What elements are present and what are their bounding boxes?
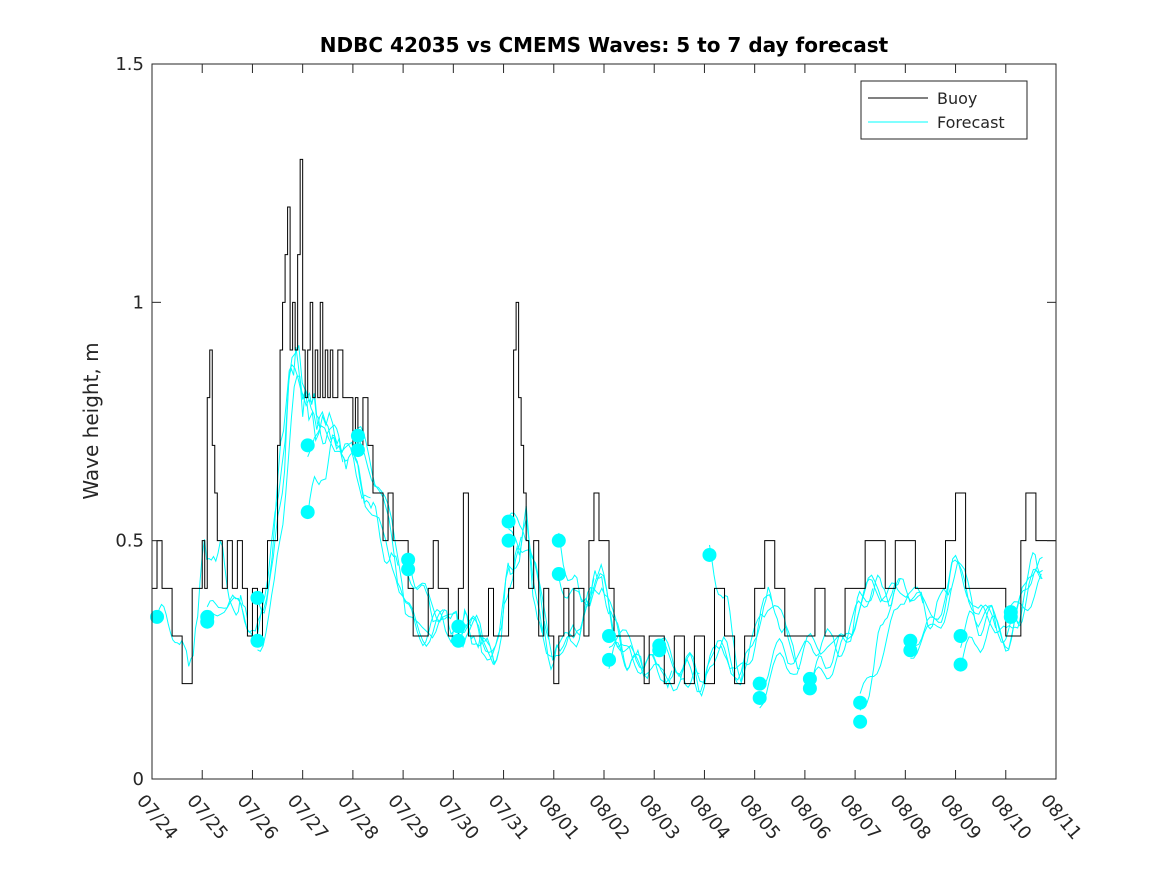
- plot-area: [152, 64, 1056, 779]
- buoy-series: [152, 158, 1056, 685]
- buoy-line: [152, 158, 1056, 685]
- forecast-line: [257, 347, 349, 614]
- forecast-initial-point: [903, 643, 918, 658]
- y-axis-label: Wave height, m: [79, 342, 103, 499]
- forecast-line: [759, 574, 896, 709]
- forecast-initial-point: [350, 428, 365, 443]
- forecast-initial-point: [150, 609, 165, 624]
- y-tick-label: 0.5: [115, 531, 144, 552]
- forecast-initial-points: [150, 428, 1018, 729]
- forecast-initial-point: [853, 695, 868, 710]
- forecast-initial-point: [702, 547, 717, 562]
- y-tick-label: 1.5: [115, 54, 144, 75]
- forecast-line: [659, 605, 796, 686]
- legend-buoy-label: Buoy: [937, 89, 977, 108]
- forecast-initial-point: [953, 657, 968, 672]
- forecast-series: [156, 345, 1043, 711]
- forecast-initial-point: [802, 681, 817, 696]
- legend: Buoy Forecast: [860, 80, 1028, 140]
- forecast-initial-point: [451, 633, 466, 648]
- forecast-line: [558, 532, 650, 676]
- forecast-line: [457, 505, 550, 666]
- forecast-line: [658, 594, 773, 698]
- forecast-line: [1010, 573, 1042, 612]
- forecast-line: [357, 438, 494, 665]
- forecast-initial-point: [953, 629, 968, 643]
- chart-title: NDBC 42035 vs CMEMS Waves: 5 to 7 day fo…: [320, 33, 889, 57]
- forecast-initial-point: [1003, 609, 1018, 624]
- forecast-initial-point: [451, 619, 466, 634]
- forecast-initial-point: [350, 443, 365, 458]
- y-tick-label: 1: [133, 292, 144, 313]
- forecast-initial-point: [551, 567, 566, 582]
- forecast-initial-point: [501, 533, 516, 548]
- forecast-initial-point: [752, 676, 767, 691]
- forecast-initial-point: [602, 629, 617, 643]
- legend-box: [860, 80, 1028, 140]
- forecast-initial-point: [602, 652, 617, 667]
- forecast-initial-point: [652, 643, 667, 658]
- forecast-initial-point: [300, 505, 315, 520]
- forecast-initial-point: [250, 590, 265, 605]
- forecast-initial-point: [501, 514, 516, 529]
- forecast-line: [508, 528, 645, 678]
- forecast-line: [407, 554, 499, 665]
- forecast-line: [809, 574, 901, 690]
- forecast-line: [859, 578, 951, 711]
- forecast-initial-point: [401, 562, 416, 577]
- forecast-line: [960, 551, 1043, 648]
- forecast-initial-point: [853, 714, 868, 729]
- forecast-initial-point: [200, 614, 215, 629]
- legend-forecast-label: Forecast: [937, 113, 1005, 132]
- forecast-line: [809, 578, 924, 691]
- y-tick-label: 0: [133, 769, 144, 790]
- forecast-line: [759, 588, 874, 687]
- forecast-initial-point: [300, 438, 315, 453]
- forecast-initial-point: [752, 690, 767, 705]
- forecast-initial-point: [250, 633, 265, 648]
- forecast-line: [909, 554, 1024, 647]
- forecast-initial-point: [551, 533, 566, 548]
- y-axis-ticks: 0 0.5 1 1.5: [115, 54, 1056, 790]
